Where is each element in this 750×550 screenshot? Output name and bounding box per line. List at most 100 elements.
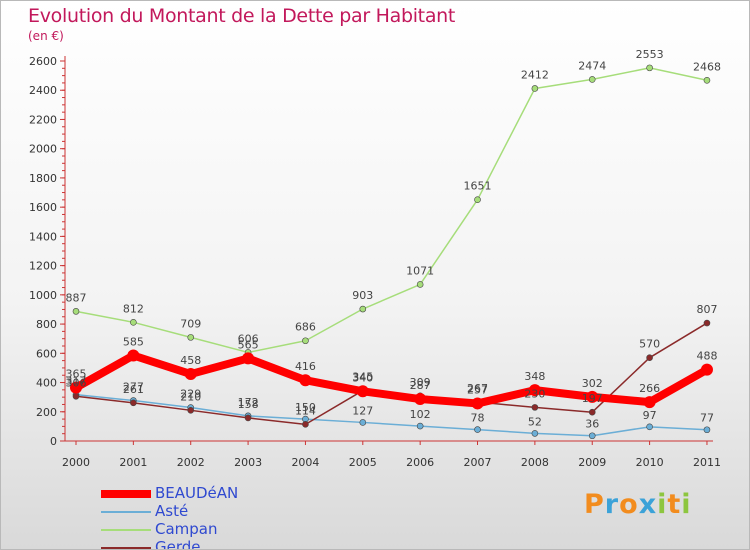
data-label: 287 [410, 379, 431, 392]
data-label: 127 [352, 404, 373, 417]
data-label: 261 [123, 383, 144, 396]
data-point [474, 196, 481, 203]
y-tick-label: 2000 [29, 143, 57, 156]
data-point [130, 399, 137, 407]
series-line-gerde [75, 322, 708, 426]
data-label: 52 [528, 415, 542, 428]
data-label: 365 [66, 368, 87, 381]
y-tick-label: 200 [36, 406, 57, 419]
data-point [302, 421, 309, 428]
data-label: 266 [639, 382, 660, 395]
data-point [703, 319, 711, 327]
y-tick-label: 2400 [29, 84, 57, 97]
series-line-asté [75, 393, 707, 437]
data-point [646, 423, 653, 431]
data-point [299, 374, 312, 387]
legend-label: Gerde [155, 538, 201, 550]
data-point [302, 337, 309, 345]
x-tick-label: 2006 [406, 456, 434, 469]
y-tick-label: 2200 [29, 113, 57, 126]
data-point [414, 393, 427, 406]
data-label: 2412 [521, 68, 549, 81]
data-label: 709 [180, 317, 201, 330]
data-point [531, 430, 539, 437]
logo-letter: t [667, 489, 682, 520]
logo-letter: P [584, 489, 605, 520]
data-label: 158 [238, 398, 259, 411]
data-label: 197 [582, 392, 603, 405]
legend-swatch [101, 511, 151, 513]
data-label: 97 [643, 409, 657, 422]
logo-letter: r [604, 489, 620, 520]
data-label: 606 [238, 332, 259, 345]
data-point [242, 352, 255, 365]
data-label: 172 [238, 396, 259, 409]
data-label: 267 [467, 382, 488, 395]
data-label: 317 [66, 375, 87, 388]
data-label: 102 [410, 408, 431, 421]
data-label: 565 [238, 338, 259, 351]
data-point [588, 408, 596, 416]
y-tick-label: 1400 [29, 230, 57, 243]
data-label: 340 [352, 371, 373, 384]
data-point [471, 397, 484, 410]
data-point [416, 422, 424, 430]
data-point [130, 319, 137, 326]
data-label: 458 [180, 354, 201, 367]
y-tick-label: 800 [36, 318, 57, 331]
data-point [531, 404, 539, 411]
logo-letter: x [638, 489, 658, 520]
legend-swatch [101, 490, 151, 498]
data-point [359, 419, 367, 426]
x-tick-label: 2002 [177, 456, 205, 469]
data-point [586, 390, 599, 403]
data-point [356, 385, 369, 398]
data-point [588, 432, 596, 440]
x-tick-label: 2005 [349, 456, 377, 469]
data-label: 887 [66, 291, 87, 304]
x-tick-label: 2010 [636, 456, 664, 469]
series-line-beaudéan [74, 351, 709, 408]
data-label: 36 [585, 418, 599, 431]
data-point [187, 407, 195, 414]
data-label: 348 [524, 370, 545, 383]
x-tick-label: 2001 [119, 456, 147, 469]
data-point [528, 384, 541, 397]
data-label: 77 [700, 412, 714, 425]
data-point [646, 354, 653, 361]
data-point [72, 308, 80, 315]
x-tick-label: 2000 [62, 456, 90, 469]
data-point [703, 76, 711, 84]
data-point [127, 349, 140, 362]
chart-title: Evolution du Montant de la Dette par Hab… [28, 5, 456, 27]
data-label: 1071 [406, 264, 434, 277]
data-label: 807 [696, 303, 717, 316]
legend-label: Asté [155, 502, 189, 520]
data-point [646, 64, 653, 72]
data-label: 1651 [464, 180, 492, 193]
data-label: 570 [639, 338, 660, 351]
legend-swatch [101, 529, 151, 531]
y-tick-label: 1600 [29, 201, 57, 214]
data-label: 277 [123, 381, 144, 394]
y-tick-label: 600 [36, 347, 57, 360]
y-tick-label: 1800 [29, 172, 57, 185]
logo-letter: o [619, 489, 639, 520]
data-label: 2468 [693, 60, 721, 73]
x-tick-label: 2008 [521, 456, 549, 469]
data-label: 345 [352, 371, 373, 384]
y-tick-label: 2600 [29, 55, 57, 68]
legend-label: Campan [155, 520, 218, 538]
data-label: 114 [295, 404, 316, 417]
data-label: 812 [123, 302, 144, 315]
data-label: 2553 [636, 48, 664, 61]
data-label: 903 [352, 289, 373, 302]
legend-label: BEAUDéAN [155, 484, 239, 502]
data-point [643, 396, 656, 409]
data-label: 257 [467, 383, 488, 396]
data-point [588, 76, 596, 83]
legend-swatch [101, 547, 151, 549]
data-point [531, 85, 539, 92]
